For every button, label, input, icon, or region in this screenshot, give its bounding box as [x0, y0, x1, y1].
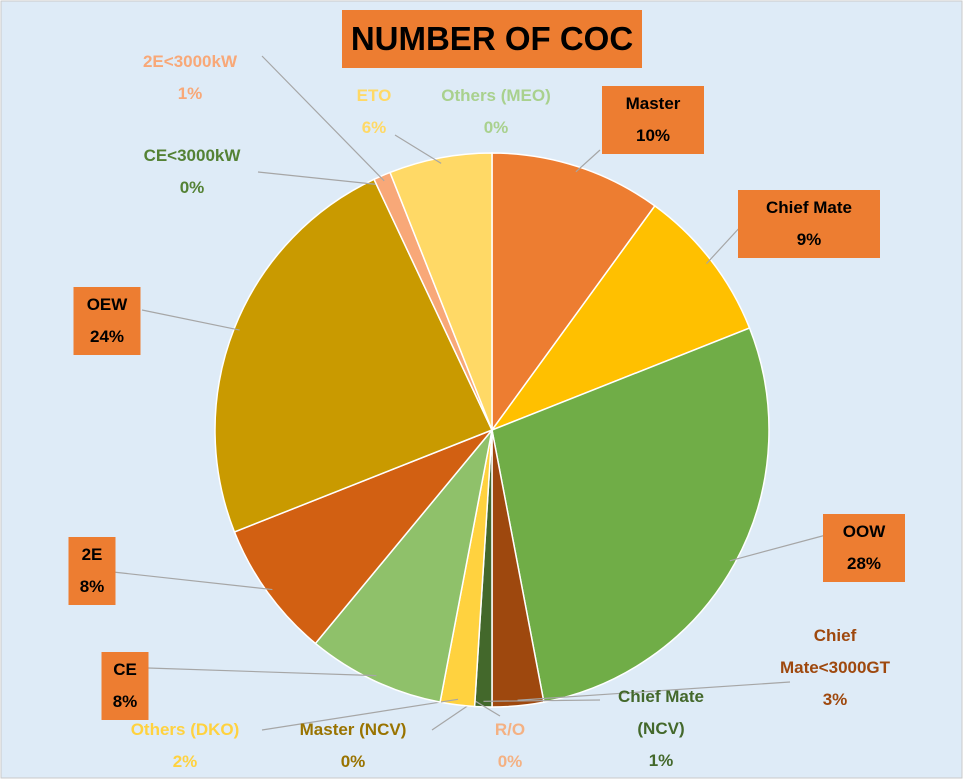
value-label: 1%	[648, 751, 674, 770]
pie-slice	[491, 327, 770, 703]
category-label: OOW	[842, 522, 886, 541]
value-label: 10%	[635, 126, 671, 145]
value-label: 0%	[179, 178, 205, 197]
value-label: 9%	[796, 230, 822, 249]
category-label: Chief Mate	[766, 198, 852, 217]
leader-line	[257, 171, 377, 185]
value-label: 28%	[846, 554, 882, 573]
value-label: 0%	[497, 752, 523, 771]
leader-line	[706, 224, 743, 265]
category-label: CE	[113, 660, 137, 679]
category-label: CE<3000kW	[143, 146, 241, 165]
data-label: OOW 28%	[823, 514, 905, 582]
value-label: 0%	[340, 752, 366, 771]
leader-line	[261, 698, 459, 731]
category-label: Master	[625, 94, 681, 113]
data-label: Others (DKO) 2%	[110, 714, 260, 778]
leader-line	[575, 149, 601, 173]
leader-line	[147, 667, 377, 677]
pie-slice	[214, 178, 494, 533]
category-label: R/O	[494, 720, 526, 739]
category-label: Chief Mate<3000GT	[779, 626, 891, 677]
leader-line	[141, 309, 240, 331]
pie-slice	[389, 152, 493, 431]
leader-line	[483, 699, 601, 702]
value-label: 0%	[483, 118, 509, 137]
category-label: Others (MEO)	[441, 86, 551, 105]
data-label: CE 8%	[101, 652, 149, 720]
category-label: Master (NCV)	[299, 720, 407, 739]
pie-slice	[233, 429, 493, 645]
leader-line	[474, 700, 501, 717]
value-label: 2%	[172, 752, 198, 771]
category-label: Chief Mate (NCV)	[618, 687, 704, 738]
data-label: Chief Mate (NCV) 1%	[601, 681, 721, 777]
category-label: OEW	[86, 295, 128, 314]
value-label: 1%	[177, 84, 203, 103]
pie-slice	[489, 204, 751, 432]
data-label: Chief Mate<3000GT 3%	[770, 620, 900, 716]
leader-line	[261, 55, 385, 182]
value-label: 8%	[79, 577, 105, 596]
data-label: 2E 8%	[68, 537, 116, 605]
pie-slice	[491, 152, 656, 433]
data-label: Others (MEO) 0%	[416, 80, 576, 144]
pie-slice	[314, 429, 493, 703]
leader-line	[112, 571, 273, 591]
data-label: Chief Mate 9%	[738, 190, 880, 258]
category-label: ETO	[356, 86, 392, 105]
leader-line	[729, 534, 827, 562]
category-label: Others (DKO)	[130, 720, 240, 739]
data-label: Master (NCV) 0%	[278, 714, 428, 778]
value-label: 24%	[89, 327, 125, 346]
value-label: 3%	[822, 690, 848, 709]
data-label: Master 10%	[602, 86, 704, 154]
value-label: 8%	[112, 692, 138, 711]
category-label: 2E	[81, 545, 103, 564]
category-label: 2E<3000kW	[142, 52, 238, 71]
data-label: R/O 0%	[480, 714, 540, 778]
data-label: 2E<3000kW 1%	[115, 46, 265, 110]
value-label: 6%	[361, 118, 387, 137]
data-label: CE<3000kW 0%	[117, 140, 267, 204]
data-label: ETO 6%	[344, 80, 404, 144]
leader-line	[394, 134, 442, 164]
data-label: OEW 24%	[73, 287, 141, 355]
chart-title: NUMBER OF COC	[342, 10, 642, 68]
leader-line	[517, 681, 791, 701]
